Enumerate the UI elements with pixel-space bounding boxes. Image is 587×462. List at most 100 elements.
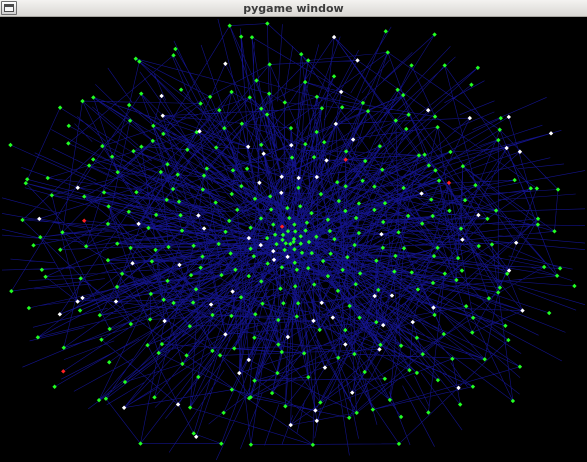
graph-node-white [467,115,472,121]
graph-node-green [265,21,270,26]
graph-node-green [442,63,447,68]
graph-node-red [82,218,87,223]
graph-node-green [302,79,308,85]
graph-node-green [363,158,368,164]
graph-node-white [517,149,523,154]
window-menu-button[interactable] [1,1,17,15]
graph-node-green [352,242,357,248]
graph-node-green [295,301,301,306]
graph-node-green [213,145,219,150]
graph-canvas[interactable] [0,17,587,462]
graph-node-green [291,236,297,242]
graph-node-green [151,123,156,129]
graph-node-green [455,255,461,261]
title-bar[interactable]: pygame window [0,0,587,17]
graph-node-green [267,62,272,67]
graph-node-green [435,245,440,251]
graph-node-green [497,285,503,290]
graph-node-green [190,300,196,305]
graph-node-green [293,284,298,289]
graph-node-green [299,250,305,256]
graph-node-green [258,216,264,221]
graph-node-green [253,312,258,317]
graph-node-green [432,114,438,119]
graph-node-green [193,287,199,292]
graph-node-white [504,145,509,151]
graph-node-green [252,335,257,340]
graph-node-green [454,277,459,283]
graph-node-green [393,118,398,123]
graph-node-green [164,197,169,203]
graph-node-white [271,248,276,254]
graph-node-green [259,106,264,111]
graph-node-green [274,241,279,247]
graph-node-white [159,93,164,99]
graph-node-green [128,321,134,327]
graph-node-white [319,300,324,305]
graph-node-green [247,95,252,100]
graph-node-green [374,319,379,325]
graph-node-green [328,251,333,256]
graph-node-green [420,351,425,357]
graph-node-green [288,125,294,131]
graph-edges [1,18,586,461]
graph-node-green [248,225,253,230]
graph-node-green [336,355,341,360]
graph-node-green [433,168,438,173]
graph-node-green [283,404,288,409]
graph-node-green [171,53,176,58]
graph-node-white [75,299,80,304]
graph-node-white [314,174,320,180]
graph-node-green [219,441,224,446]
graph-node-green [365,109,371,114]
graph-node-green [285,205,290,211]
graph-node-green [216,241,221,247]
graph-node-green [380,167,385,172]
graph-node-green [128,245,133,251]
graph-node-green [207,94,213,100]
graph-node-green [322,139,327,145]
graph-node-white [258,242,263,248]
graph-node-green [222,125,227,131]
graph-node-green [314,94,320,100]
graph-node-green [353,215,359,221]
graph-node-green [178,87,184,92]
graph-node-white [288,422,293,428]
graph-node-green [99,337,104,342]
graph-node-green [282,247,287,253]
graph-node-white [160,113,165,118]
graph-node-green [107,360,112,365]
graph-node-green [317,327,322,333]
graph-node-white [331,34,337,40]
graph-node-green [229,191,234,197]
graph-node-green [503,323,508,328]
graph-node-green [283,241,288,246]
graph-node-green [416,153,422,158]
graph-node-green [126,209,132,215]
graph-node-green [292,247,297,252]
graph-node-white [261,151,266,156]
graph-node-white [136,221,141,227]
graph-node-white [285,334,291,340]
window-title: pygame window [243,2,344,15]
graph-node-green [239,121,245,126]
graph-node-green [178,213,183,218]
graph-node-green [150,138,155,144]
graph-node-green [441,331,447,337]
graph-node-green [264,235,270,241]
graph-node-green [279,265,285,270]
graph-node-white [279,190,284,196]
graph-node-green [244,166,250,171]
graph-node-white [350,137,356,142]
graph-node-green [414,370,420,376]
graph-node-green [432,32,437,37]
graph-node-green [86,163,92,168]
graph-node-green [335,288,341,294]
graph-node-green [482,357,487,362]
graph-node-green [306,265,311,271]
graph-node-green [463,304,469,309]
graph-node-green [97,313,103,318]
graph-node-green [517,364,523,369]
graph-node-green [311,154,317,160]
